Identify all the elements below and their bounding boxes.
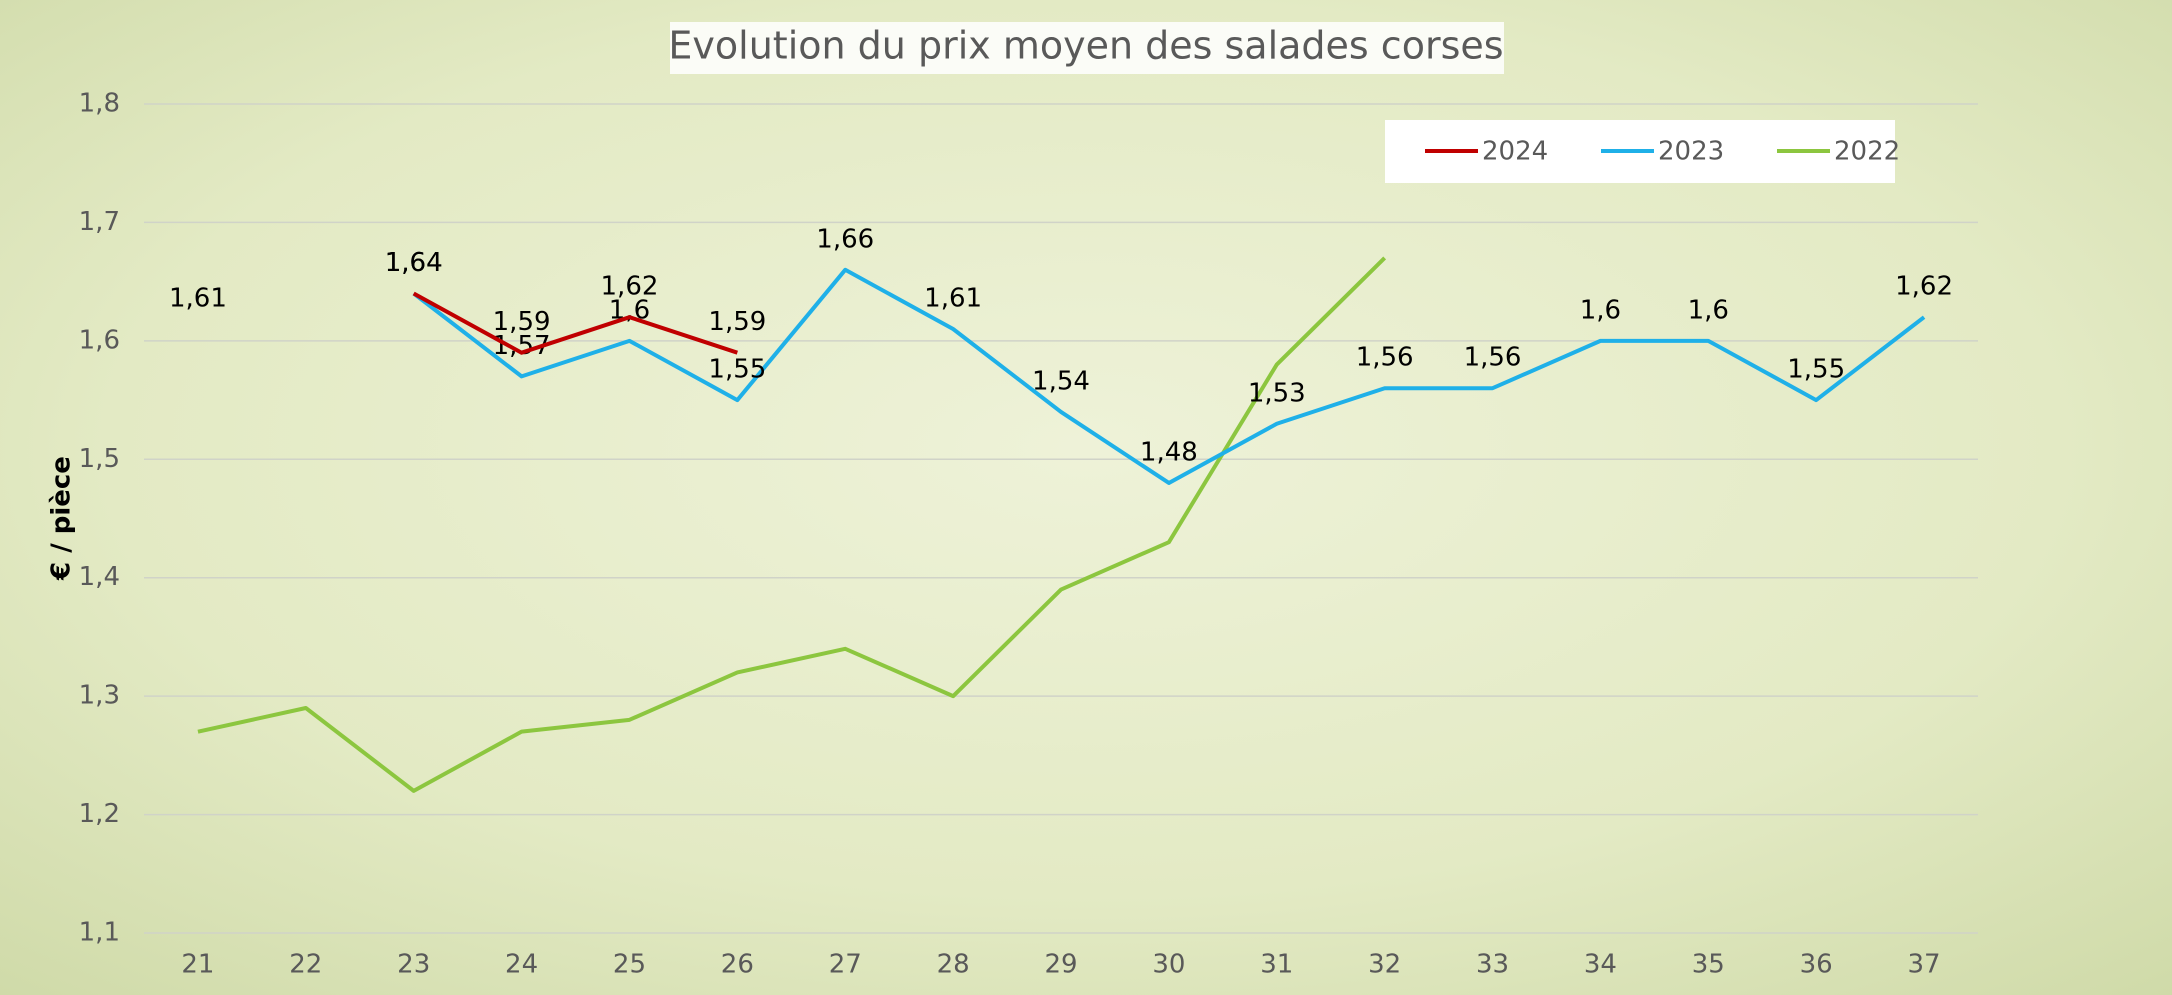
x-tick-label: 26 xyxy=(721,950,754,980)
data-label: 1,64 xyxy=(385,248,443,278)
chart-title: Evolution du prix moyen des salades cors… xyxy=(668,24,1503,68)
data-label: 1,6 xyxy=(1688,295,1729,325)
data-label: 1,56 xyxy=(1464,343,1522,373)
data-label: 1,62 xyxy=(1895,272,1953,302)
y-tick-label: 1,3 xyxy=(79,681,120,711)
y-tick-label: 1,7 xyxy=(79,207,120,237)
x-tick-label: 27 xyxy=(829,950,862,980)
data-label: 1,6 xyxy=(1580,295,1621,325)
x-tick-label: 29 xyxy=(1044,950,1077,980)
data-label: 1,56 xyxy=(1356,343,1414,373)
y-tick-label: 1,4 xyxy=(79,562,120,592)
series-line xyxy=(412,267,1926,485)
x-tick-label: 28 xyxy=(937,950,970,980)
data-label: 1,66 xyxy=(816,224,874,254)
data-label: 1,54 xyxy=(1032,366,1090,396)
x-tick-label: 35 xyxy=(1692,950,1725,980)
data-label: 1,64 xyxy=(385,248,443,278)
y-tick-label: 1,6 xyxy=(79,325,120,355)
x-tick-label: 25 xyxy=(613,950,646,980)
y-tick-label: 1,8 xyxy=(79,89,120,119)
y-tick-label: 1,5 xyxy=(79,444,120,474)
x-tick-label: 32 xyxy=(1368,950,1401,980)
x-tick-label: 33 xyxy=(1476,950,1509,980)
y-tick-label: 1,2 xyxy=(79,799,120,829)
y-axis-label: € / pièce xyxy=(47,456,77,581)
legend-label: 2023 xyxy=(1658,137,1724,167)
data-label: 1,53 xyxy=(1248,378,1306,408)
x-tick-label: 37 xyxy=(1908,950,1941,980)
data-label: 1,59 xyxy=(493,307,551,337)
legend-label: 2022 xyxy=(1834,137,1900,167)
data-label: 1,48 xyxy=(1140,437,1198,467)
x-tick-label: 23 xyxy=(397,950,430,980)
legend-label: 2024 xyxy=(1482,137,1548,167)
data-label: 1,62 xyxy=(601,272,659,302)
series-line xyxy=(412,291,738,355)
title-box xyxy=(670,22,1504,74)
data-label: 1,59 xyxy=(708,307,766,337)
x-tick-label: 24 xyxy=(505,950,538,980)
series-line xyxy=(197,256,1387,793)
y-tick-label: 1,1 xyxy=(79,918,120,948)
x-tick-label: 21 xyxy=(181,950,214,980)
x-tick-label: 34 xyxy=(1584,950,1617,980)
x-tick-label: 31 xyxy=(1260,950,1293,980)
x-tick-label: 30 xyxy=(1152,950,1185,980)
data-label: 1,55 xyxy=(708,355,766,385)
x-tick-label: 36 xyxy=(1800,950,1833,980)
data-label: 1,61 xyxy=(169,284,227,314)
data-label: 1,61 xyxy=(924,284,982,314)
x-tick-label: 22 xyxy=(289,950,322,980)
data-label: 1,55 xyxy=(1787,355,1845,385)
